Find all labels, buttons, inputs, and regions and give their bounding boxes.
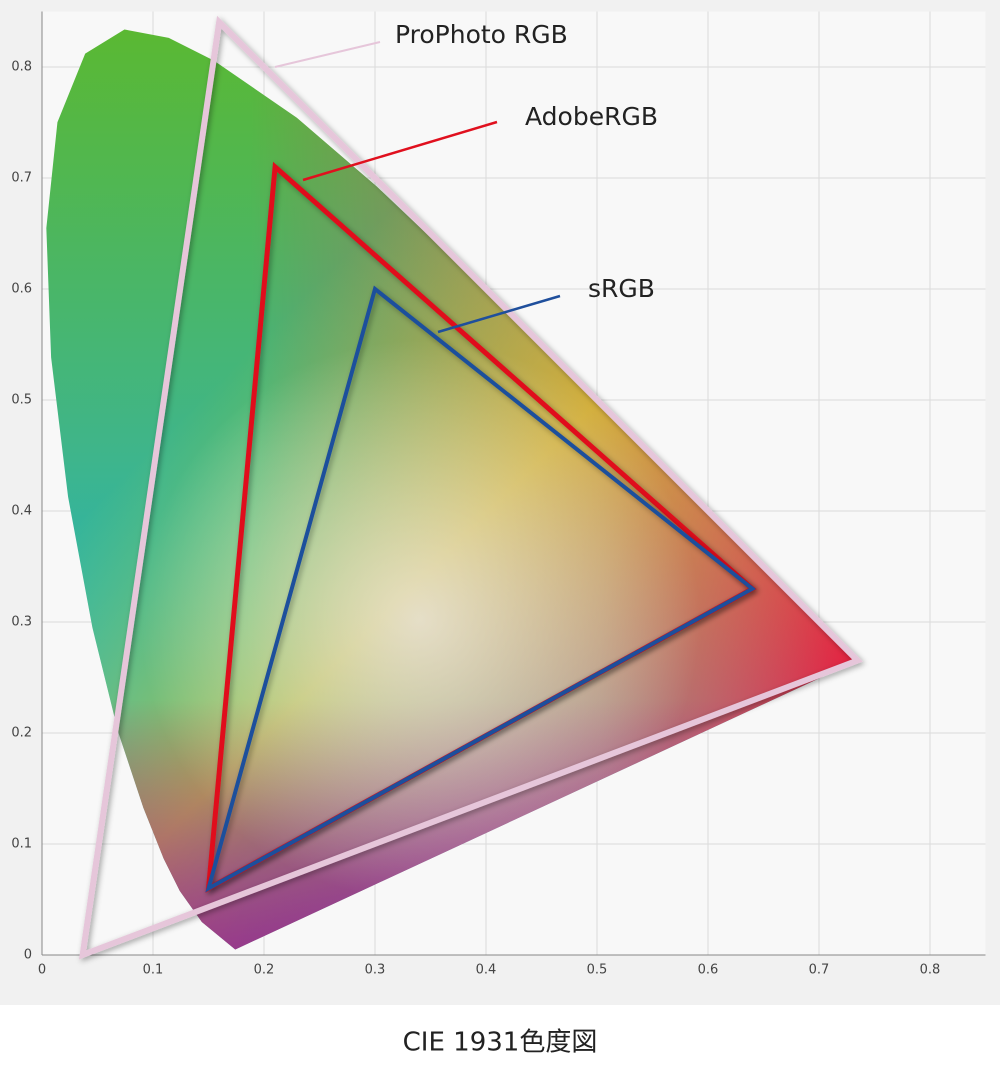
x-tick-label: 0.4 bbox=[476, 963, 497, 978]
leader-line bbox=[274, 41, 381, 68]
y-tick-label: 0.5 bbox=[11, 393, 32, 408]
y-tick-label: 0.2 bbox=[11, 726, 32, 741]
y-tick-label: 0.4 bbox=[11, 504, 32, 519]
series-label: ProPhoto RGB bbox=[395, 20, 568, 49]
x-tick-label: 0.8 bbox=[920, 963, 941, 978]
x-tick-label: 0.1 bbox=[143, 963, 164, 978]
series-label: sRGB bbox=[588, 274, 655, 303]
y-tick-label: 0.1 bbox=[11, 837, 32, 852]
leader-line bbox=[302, 120, 498, 182]
y-tick-label: 0 bbox=[24, 948, 32, 963]
chart-title: CIE 1931色度図 bbox=[403, 1028, 598, 1058]
y-tick-label: 0.6 bbox=[11, 282, 32, 297]
x-tick-label: 0.7 bbox=[809, 963, 830, 978]
y-tick-label: 0.7 bbox=[11, 171, 32, 186]
gamut-triangle bbox=[78, 15, 863, 960]
y-tick-label: 0.3 bbox=[11, 615, 32, 630]
x-tick-label: 0.6 bbox=[698, 963, 719, 978]
gamut-triangle bbox=[205, 285, 756, 893]
y-tick-label: 0.8 bbox=[11, 60, 32, 75]
leader-line bbox=[437, 294, 561, 334]
x-tick-label: 0 bbox=[38, 963, 46, 978]
series-label: AdobeRGB bbox=[525, 102, 658, 131]
x-tick-label: 0.3 bbox=[365, 963, 386, 978]
x-tick-label: 0.5 bbox=[587, 963, 608, 978]
x-tick-label: 0.2 bbox=[254, 963, 275, 978]
